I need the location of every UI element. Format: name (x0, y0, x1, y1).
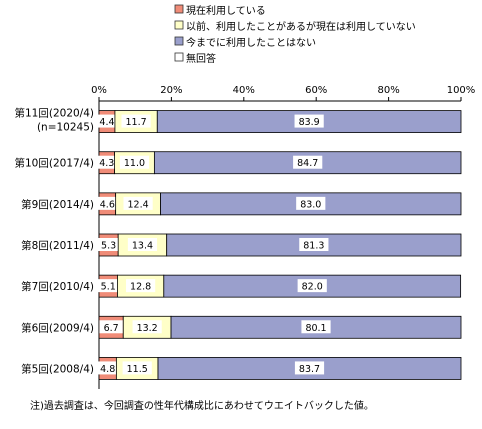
data-label: 12.8 (130, 282, 151, 293)
data-label: 4.8 (100, 364, 115, 375)
data-label-bg (95, 196, 120, 210)
legend-label: 以前、利用したことがあるが現在は利用していない (186, 20, 416, 33)
legend-swatch (174, 4, 184, 14)
x-tick-label: 0% (91, 85, 107, 96)
data-label-bg (294, 114, 324, 128)
category-label: 第8回(2011/4) (21, 239, 94, 252)
data-label: 83.7 (299, 364, 320, 375)
legend-label: 無回答 (186, 52, 216, 65)
data-label-bg (296, 196, 326, 210)
data-label-bg (123, 196, 153, 210)
data-label: 11.0 (124, 158, 145, 169)
legend: 現在利用している以前、利用したことがあるが現在は利用していない今までに利用したこ… (174, 4, 416, 65)
data-label-bg (96, 238, 121, 251)
category-label: 第7回(2010/4) (21, 280, 94, 293)
data-label: 80.1 (305, 323, 326, 334)
data-label: 4.4 (99, 117, 114, 128)
legend-swatch (174, 52, 184, 62)
data-label-bg (127, 238, 158, 251)
data-label-bg (132, 320, 162, 334)
data-label: 4.6 (100, 199, 115, 210)
data-label: 13.4 (132, 241, 153, 252)
category-label: 第5回(2008/4) (21, 362, 94, 375)
data-label: 5.1 (101, 282, 116, 293)
data-label-bg (293, 155, 323, 169)
legend-label: 今までに利用したことはない (186, 36, 316, 49)
data-label: 83.9 (299, 117, 320, 128)
x-tick-label: 100% (447, 85, 476, 96)
data-label: 81.3 (303, 241, 324, 252)
data-label-bg (121, 114, 151, 128)
data-label-bg (297, 279, 327, 293)
x-tick-label: 80% (377, 85, 399, 96)
legend-label: 現在利用している (186, 5, 266, 17)
data-label-bg (99, 320, 123, 334)
data-label: 6.7 (104, 323, 119, 334)
data-label-bg (95, 155, 119, 169)
data-label: 84.7 (297, 158, 318, 169)
data-label: 4.3 (99, 158, 114, 169)
x-tick-label: 40% (233, 85, 255, 96)
data-label-bg (95, 114, 119, 128)
data-label: 13.2 (137, 323, 158, 334)
data-label: 11.7 (126, 117, 147, 128)
data-label-bg (294, 361, 325, 375)
data-label-bg (126, 279, 156, 293)
category-label: 第10回(2017/4) (15, 157, 95, 170)
legend-swatch (174, 20, 184, 30)
data-label-bg (299, 238, 329, 251)
data-label-bg (122, 361, 152, 375)
data-label: 12.4 (128, 199, 149, 210)
x-tick-label: 60% (305, 85, 327, 96)
bars: 第11回(2020/4) (n=10245) 4.4 11.7 83.9 第10回(201… (15, 107, 462, 380)
data-label-bg (119, 155, 150, 169)
footnote: 注)過去調査は、今回調査の性年代構成比にあわせてウエイトバックした値。 (30, 399, 374, 412)
category-label: 第9回(2014/4) (21, 198, 94, 211)
legend-swatch (174, 36, 184, 46)
data-label: 82.0 (302, 282, 323, 293)
category-label: 第6回(2009/4) (21, 321, 94, 334)
category-label: (n=10245) (37, 122, 94, 134)
data-label-bg (301, 320, 331, 334)
x-axis: 0% 20% 40% 60% 80% 100% (91, 85, 476, 102)
category-label: 第11回(2020/4) (15, 107, 95, 120)
data-label-bg (96, 279, 120, 293)
data-label: 11.5 (127, 364, 148, 375)
data-label: 5.3 (101, 241, 116, 252)
data-label: 83.0 (300, 199, 321, 210)
x-tick-label: 20% (160, 85, 182, 96)
data-label-bg (95, 361, 120, 375)
